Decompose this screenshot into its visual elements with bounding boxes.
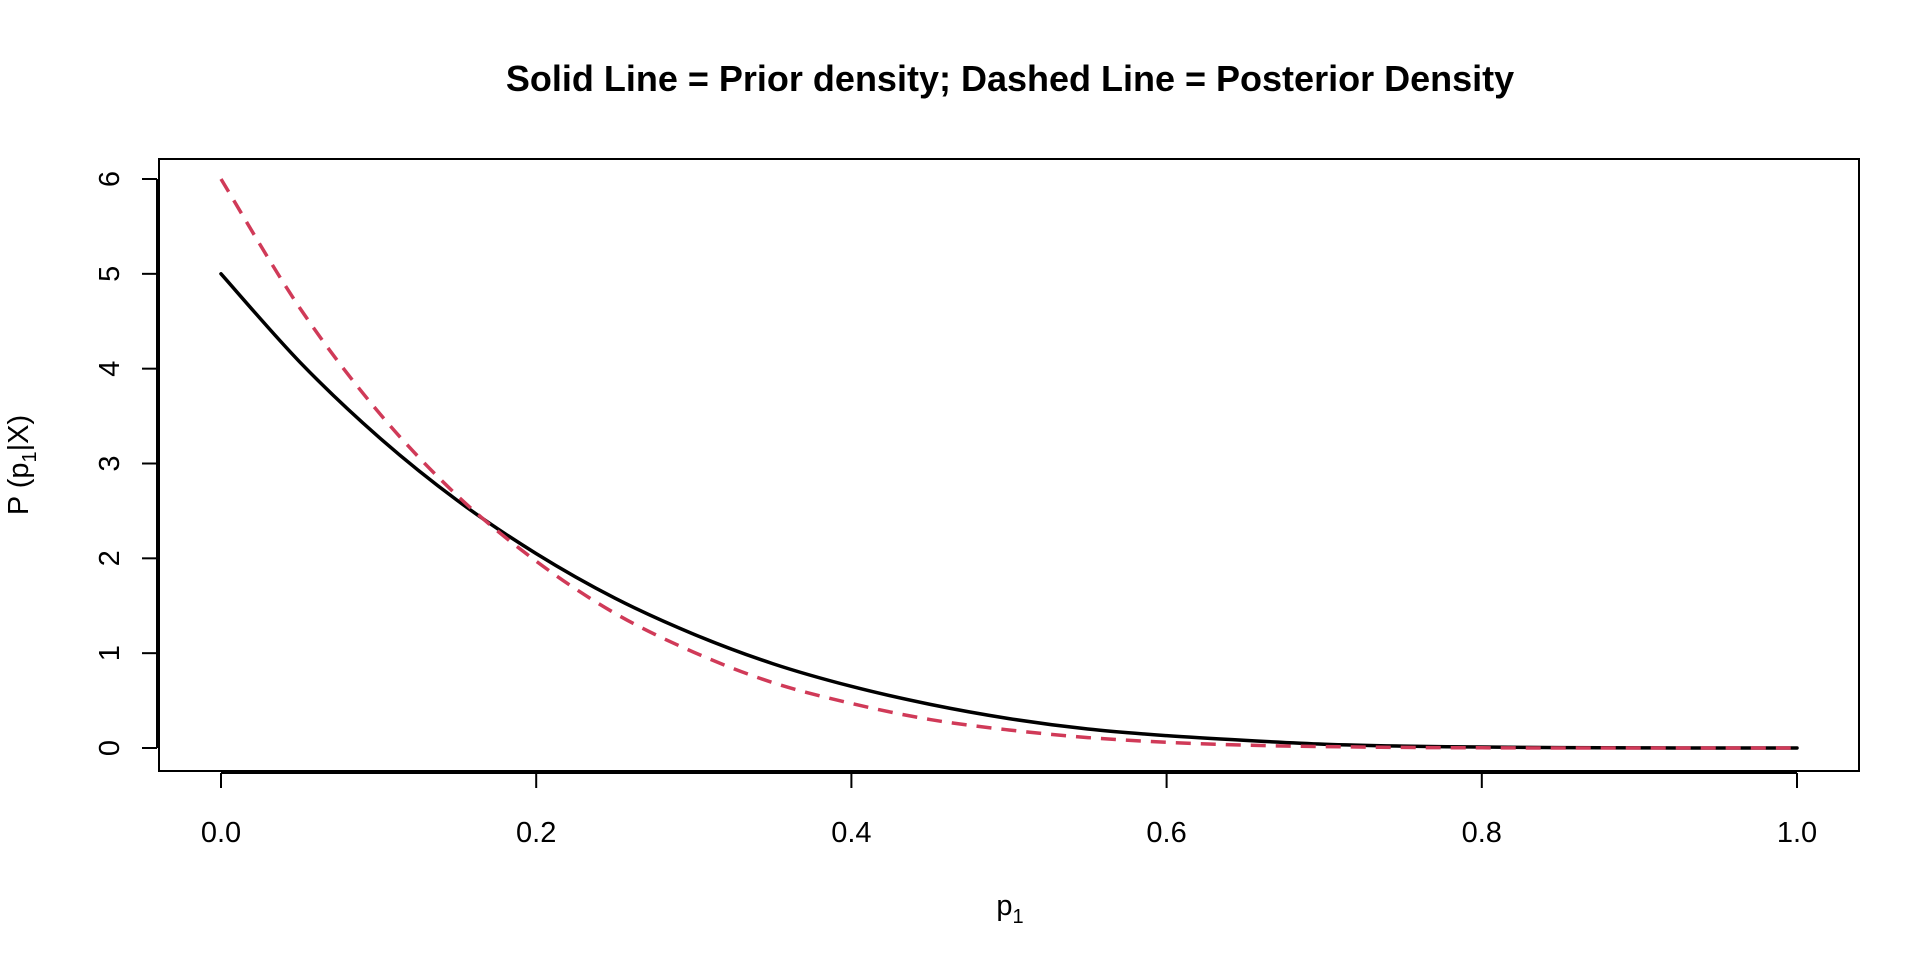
y-tick-label: 6 bbox=[94, 171, 126, 187]
y-tick-label: 1 bbox=[94, 645, 126, 661]
y-axis-label-before: P (p bbox=[3, 463, 35, 516]
y-axis-label-subscript: 1 bbox=[19, 451, 41, 462]
x-axis: 0.0 0.2 0.4 0.6 0.8 1.0 bbox=[201, 772, 1817, 849]
x-axis-label: p1 bbox=[996, 890, 1023, 928]
x-tick-label: 0.2 bbox=[516, 817, 556, 849]
x-tick-label: 1.0 bbox=[1777, 817, 1817, 849]
y-tick-label: 4 bbox=[94, 361, 126, 377]
plot-frame bbox=[158, 158, 1860, 772]
y-tick-label: 0 bbox=[94, 740, 126, 756]
y-axis-label: P (p1|X) bbox=[3, 415, 41, 515]
x-tick-label: 0.0 bbox=[201, 817, 241, 849]
x-tick-label: 0.8 bbox=[1462, 817, 1502, 849]
y-tick-label: 3 bbox=[94, 455, 126, 471]
series-layer bbox=[219, 178, 1799, 750]
x-tick-label: 0.4 bbox=[831, 817, 871, 849]
y-axis: 0 1 2 3 4 5 6 bbox=[94, 171, 158, 756]
y-tick-label: 5 bbox=[94, 266, 126, 282]
y-tick-label: 2 bbox=[94, 550, 126, 566]
posterior-density-line bbox=[219, 178, 1798, 750]
x-tick-label: 0.6 bbox=[1146, 817, 1186, 849]
chart-title: Solid Line = Prior density; Dashed Line … bbox=[506, 58, 1514, 99]
x-axis-label-subscript: 1 bbox=[1013, 906, 1024, 928]
prior-density-line bbox=[219, 272, 1799, 750]
y-axis-label-after: |X) bbox=[3, 415, 35, 452]
x-axis-label-main: p bbox=[996, 890, 1012, 922]
